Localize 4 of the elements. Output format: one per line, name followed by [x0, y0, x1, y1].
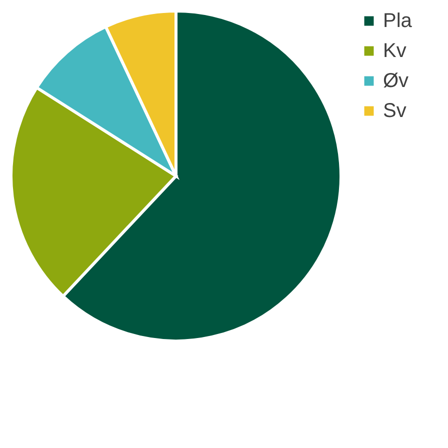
legend-label: Kv [383, 40, 406, 62]
legend-label: Sv [383, 100, 406, 122]
legend-label: Pla [383, 10, 413, 32]
legend-label: Øv [383, 70, 409, 92]
